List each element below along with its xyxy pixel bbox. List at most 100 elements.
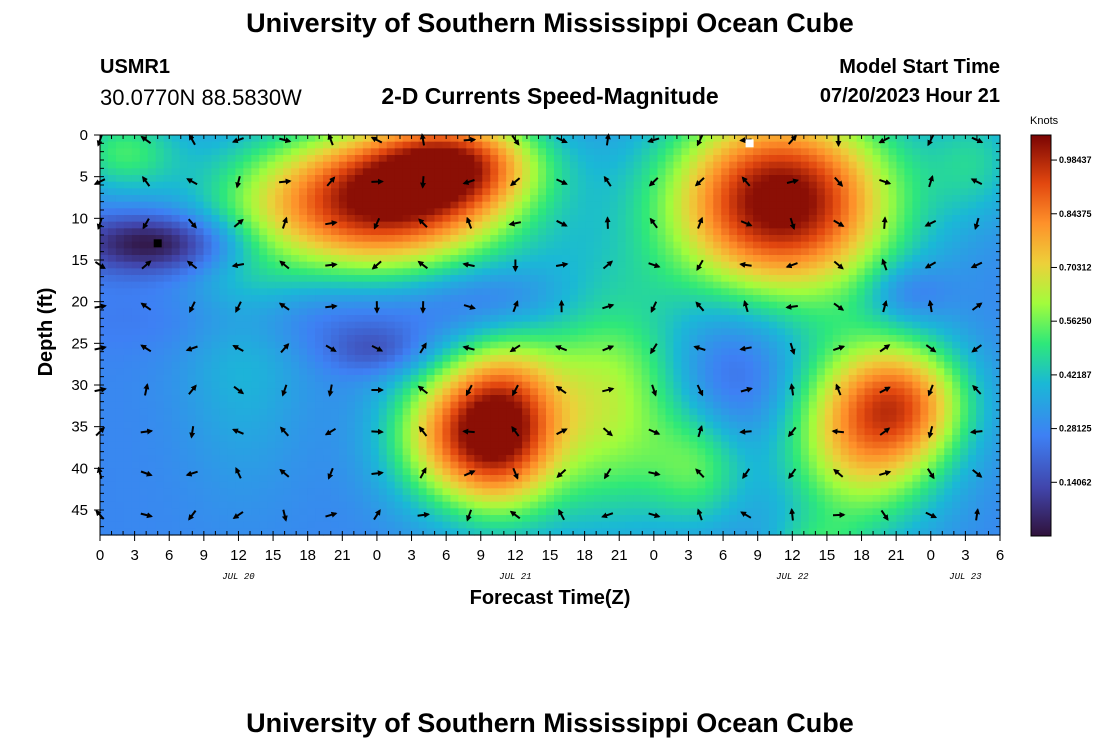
heatmap-cell xyxy=(219,281,229,289)
heatmap-cell xyxy=(753,321,762,329)
heatmap-cell xyxy=(657,381,667,389)
heatmap-cell xyxy=(195,455,205,463)
heatmap-cell xyxy=(673,275,683,283)
heatmap-cell xyxy=(522,241,531,249)
heatmap-cell xyxy=(506,295,515,303)
heatmap-cell xyxy=(753,161,762,169)
heatmap-cell xyxy=(155,328,165,336)
heatmap-cell xyxy=(514,435,523,443)
heatmap-cell xyxy=(330,235,340,243)
heatmap-cell xyxy=(163,521,173,529)
heatmap-cell xyxy=(617,435,627,443)
heatmap-cell xyxy=(546,308,555,316)
heatmap-cell xyxy=(227,175,236,183)
heatmap-cell xyxy=(514,441,523,449)
heatmap-cell xyxy=(585,348,595,356)
heatmap-cell xyxy=(354,301,364,309)
heatmap-cell xyxy=(338,335,348,343)
heatmap-cell xyxy=(729,148,738,156)
heatmap-cell xyxy=(721,275,730,283)
heatmap-cell xyxy=(689,221,698,229)
heatmap-cell xyxy=(729,335,738,343)
heatmap-cell xyxy=(649,275,659,283)
heatmap-cell xyxy=(100,415,109,423)
heatmap-cell xyxy=(665,208,675,216)
heatmap-cell xyxy=(625,508,635,516)
heatmap-cell xyxy=(402,428,412,436)
heatmap-cell xyxy=(498,441,507,449)
heatmap-cell xyxy=(498,161,507,169)
heatmap-cell xyxy=(330,368,340,376)
heatmap-cell xyxy=(179,301,189,309)
heatmap-cell xyxy=(585,395,595,403)
heatmap-cell xyxy=(721,328,730,336)
heatmap-cell xyxy=(219,148,229,156)
heatmap-cell xyxy=(330,328,340,336)
heatmap-cell xyxy=(673,295,683,303)
heatmap-cell xyxy=(386,215,396,223)
heatmap-cell xyxy=(498,488,507,496)
heatmap-cell xyxy=(434,488,444,496)
heatmap-cell xyxy=(195,508,205,516)
heatmap-cell xyxy=(354,201,364,209)
heatmap-cell xyxy=(641,135,651,143)
heatmap-cell xyxy=(482,361,491,369)
heatmap-cell xyxy=(745,488,754,496)
heatmap-cell xyxy=(283,375,292,383)
heatmap-cell xyxy=(657,348,667,356)
heatmap-cell xyxy=(553,308,563,316)
heatmap-cell xyxy=(115,368,125,376)
heatmap-cell xyxy=(123,475,133,483)
heatmap-cell xyxy=(506,521,515,529)
heatmap-cell xyxy=(283,448,292,456)
heatmap-cell xyxy=(267,168,276,176)
heatmap-cell xyxy=(235,455,244,463)
heatmap-cell xyxy=(267,521,276,529)
heatmap-cell xyxy=(625,295,635,303)
heatmap-cell xyxy=(442,181,452,189)
heatmap-cell xyxy=(705,495,714,503)
heatmap-cell xyxy=(283,141,292,149)
heatmap-cell xyxy=(267,208,276,216)
heatmap-cell xyxy=(729,261,738,269)
heatmap-cell xyxy=(171,235,181,243)
heatmap-cell xyxy=(546,381,555,389)
heatmap-cell xyxy=(275,481,284,489)
heatmap-cell xyxy=(330,288,340,296)
heatmap-cell xyxy=(705,275,714,283)
heatmap-cell xyxy=(585,155,595,163)
heatmap-cell xyxy=(187,401,197,409)
heatmap-cell xyxy=(721,348,730,356)
heatmap-cell xyxy=(307,341,316,349)
heatmap-cell xyxy=(315,415,324,423)
heatmap-cell xyxy=(131,221,141,229)
heatmap-cell xyxy=(354,295,364,303)
heatmap-cell xyxy=(139,168,149,176)
heatmap-cell xyxy=(187,155,197,163)
heatmap-cell xyxy=(243,341,252,349)
heatmap-cell xyxy=(538,421,547,429)
heatmap-cell xyxy=(585,255,595,263)
heatmap-cell xyxy=(211,401,221,409)
heatmap-cell xyxy=(410,375,420,383)
heatmap-cell xyxy=(665,481,675,489)
heatmap-cell xyxy=(370,195,380,203)
heatmap-cell xyxy=(179,315,189,323)
heatmap-cell xyxy=(155,415,165,423)
heatmap-cell xyxy=(753,401,762,409)
heatmap-cell xyxy=(171,395,181,403)
heatmap-cell xyxy=(442,215,452,223)
heatmap-cell xyxy=(705,375,714,383)
heatmap-cell xyxy=(681,441,690,449)
heatmap-cell xyxy=(179,148,189,156)
heatmap-cell xyxy=(219,181,229,189)
heatmap-cell xyxy=(522,335,531,343)
heatmap-cell xyxy=(625,268,635,276)
heatmap-cell xyxy=(482,321,491,329)
heatmap-cell xyxy=(466,228,475,236)
heatmap-cell xyxy=(346,381,356,389)
heatmap-cell xyxy=(585,195,595,203)
heatmap-cell xyxy=(553,375,563,383)
heatmap-cell xyxy=(689,268,698,276)
heatmap-cell xyxy=(338,388,348,396)
